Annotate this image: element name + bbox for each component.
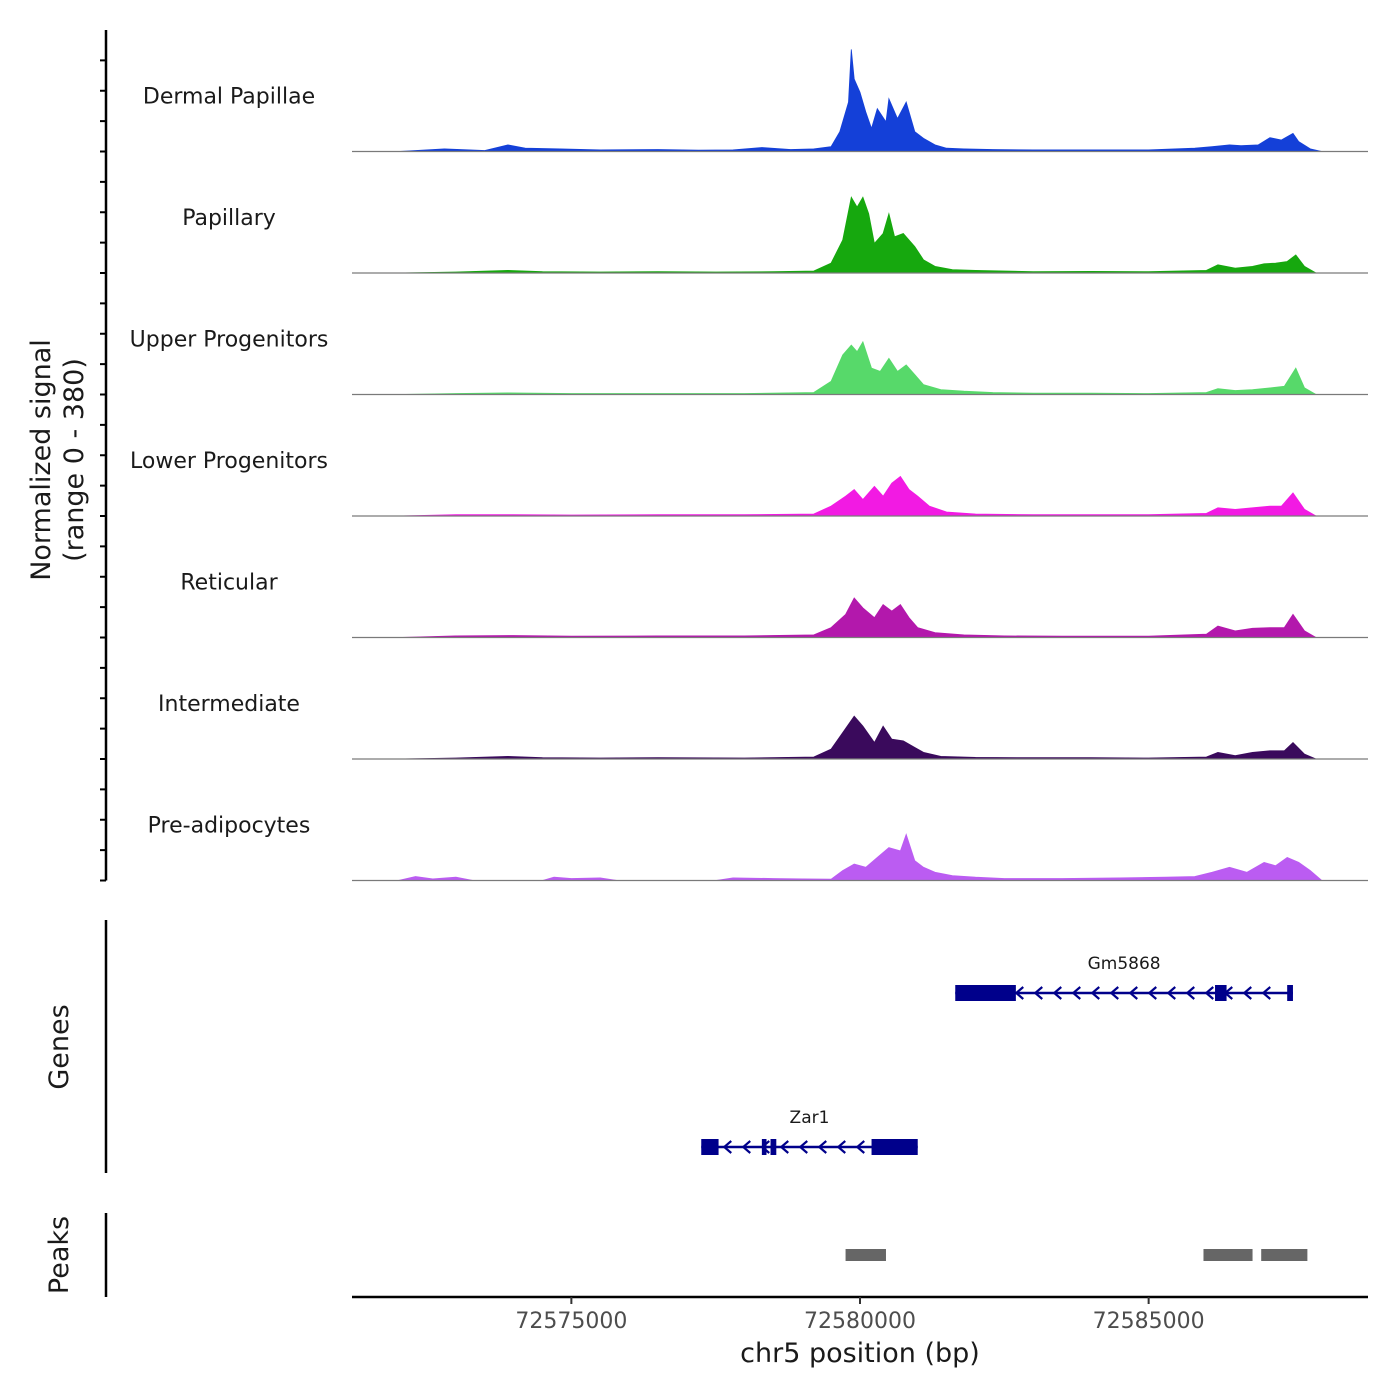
peak-track bbox=[104, 1213, 1308, 1297]
strand-arrow bbox=[1204, 986, 1214, 1000]
coverage-area bbox=[398, 715, 1317, 760]
genes-track-title: Genes bbox=[44, 1004, 75, 1089]
strand-arrow bbox=[855, 1140, 865, 1154]
x-axis: 72575000 72580000 72585000 bbox=[352, 1295, 1368, 1334]
strand-arrow bbox=[1185, 986, 1195, 1000]
track-dermal-papillae: Dermal Papillae bbox=[100, 49, 1368, 153]
strand-arrow bbox=[1147, 986, 1157, 1000]
strand-arrow bbox=[1033, 986, 1043, 1000]
y-axis-title: Normalized signal (range 0 - 380) bbox=[26, 339, 90, 581]
coverage-area bbox=[398, 340, 1318, 395]
strand-arrow bbox=[1071, 986, 1081, 1000]
track-label: Papillary bbox=[182, 206, 276, 231]
coverage-area bbox=[398, 49, 1322, 152]
track-label: Lower Progenitors bbox=[130, 449, 328, 474]
coverage-area bbox=[398, 196, 1318, 274]
gene-exon bbox=[761, 1139, 767, 1155]
strand-arrow bbox=[722, 1140, 732, 1154]
track-lower-progenitors: Lower Progenitors bbox=[100, 423, 1368, 517]
track-label: Dermal Papillae bbox=[143, 85, 315, 110]
x-tick-label: 72575000 bbox=[515, 1309, 627, 1334]
coverage-tracks: Dermal Papillae Papillary Upper Progenitor… bbox=[100, 30, 1368, 882]
y-axis-title-line2: (range 0 - 380) bbox=[59, 358, 90, 562]
strand-arrow bbox=[1090, 986, 1100, 1000]
track-reticular: Reticular bbox=[100, 545, 1368, 639]
gene-exon bbox=[871, 1139, 918, 1155]
track-papillary: Papillary bbox=[100, 180, 1368, 274]
gene-exon bbox=[701, 1139, 719, 1155]
track-label: Intermediate bbox=[158, 692, 300, 717]
strand-arrow bbox=[779, 1140, 789, 1154]
coverage-area bbox=[398, 597, 1318, 638]
y-axis-title-line1: Normalized signal bbox=[26, 339, 57, 581]
gene-label: Gm5868 bbox=[1088, 954, 1161, 974]
strand-arrow bbox=[1261, 986, 1271, 1000]
track-label: Reticular bbox=[180, 571, 278, 596]
gene-exon bbox=[1287, 985, 1293, 1001]
gene-exon bbox=[770, 1139, 777, 1155]
strand-arrow bbox=[836, 1140, 846, 1154]
gene-track: Zar1 Gm5868 bbox=[104, 920, 1293, 1173]
track-upper-progenitors: Upper Progenitors bbox=[100, 302, 1368, 396]
gene-zar1: Zar1 bbox=[701, 1108, 918, 1155]
strand-arrow bbox=[1109, 986, 1119, 1000]
coverage-area bbox=[398, 475, 1318, 517]
track-label: Pre-adipocytes bbox=[148, 814, 311, 839]
gene-exon bbox=[955, 985, 1016, 1001]
x-axis-title: chr5 position (bp) bbox=[740, 1338, 980, 1369]
track-label: Upper Progenitors bbox=[130, 328, 329, 353]
x-tick-label: 72580000 bbox=[804, 1309, 916, 1334]
coverage-area bbox=[398, 833, 1323, 881]
track-intermediate: Intermediate bbox=[100, 666, 1368, 760]
strand-arrow bbox=[1128, 986, 1138, 1000]
gene-label: Zar1 bbox=[790, 1108, 830, 1128]
peak-region bbox=[1261, 1249, 1308, 1261]
strand-arrow bbox=[1242, 986, 1252, 1000]
gene-exon bbox=[1215, 985, 1227, 1001]
peaks-track-title: Peaks bbox=[44, 1216, 75, 1294]
track-pre-adipocytes: Pre-adipocytes bbox=[100, 788, 1368, 882]
strand-arrow bbox=[817, 1140, 827, 1154]
peak-region bbox=[1203, 1249, 1253, 1261]
strand-arrow bbox=[1014, 986, 1024, 1000]
x-tick-label: 72585000 bbox=[1093, 1309, 1205, 1334]
peak-region bbox=[845, 1249, 886, 1261]
strand-arrow bbox=[1166, 986, 1176, 1000]
strand-arrow bbox=[798, 1140, 808, 1154]
gene-gm5868: Gm5868 bbox=[955, 954, 1293, 1001]
strand-arrow bbox=[1052, 986, 1062, 1000]
strand-arrow bbox=[741, 1140, 751, 1154]
